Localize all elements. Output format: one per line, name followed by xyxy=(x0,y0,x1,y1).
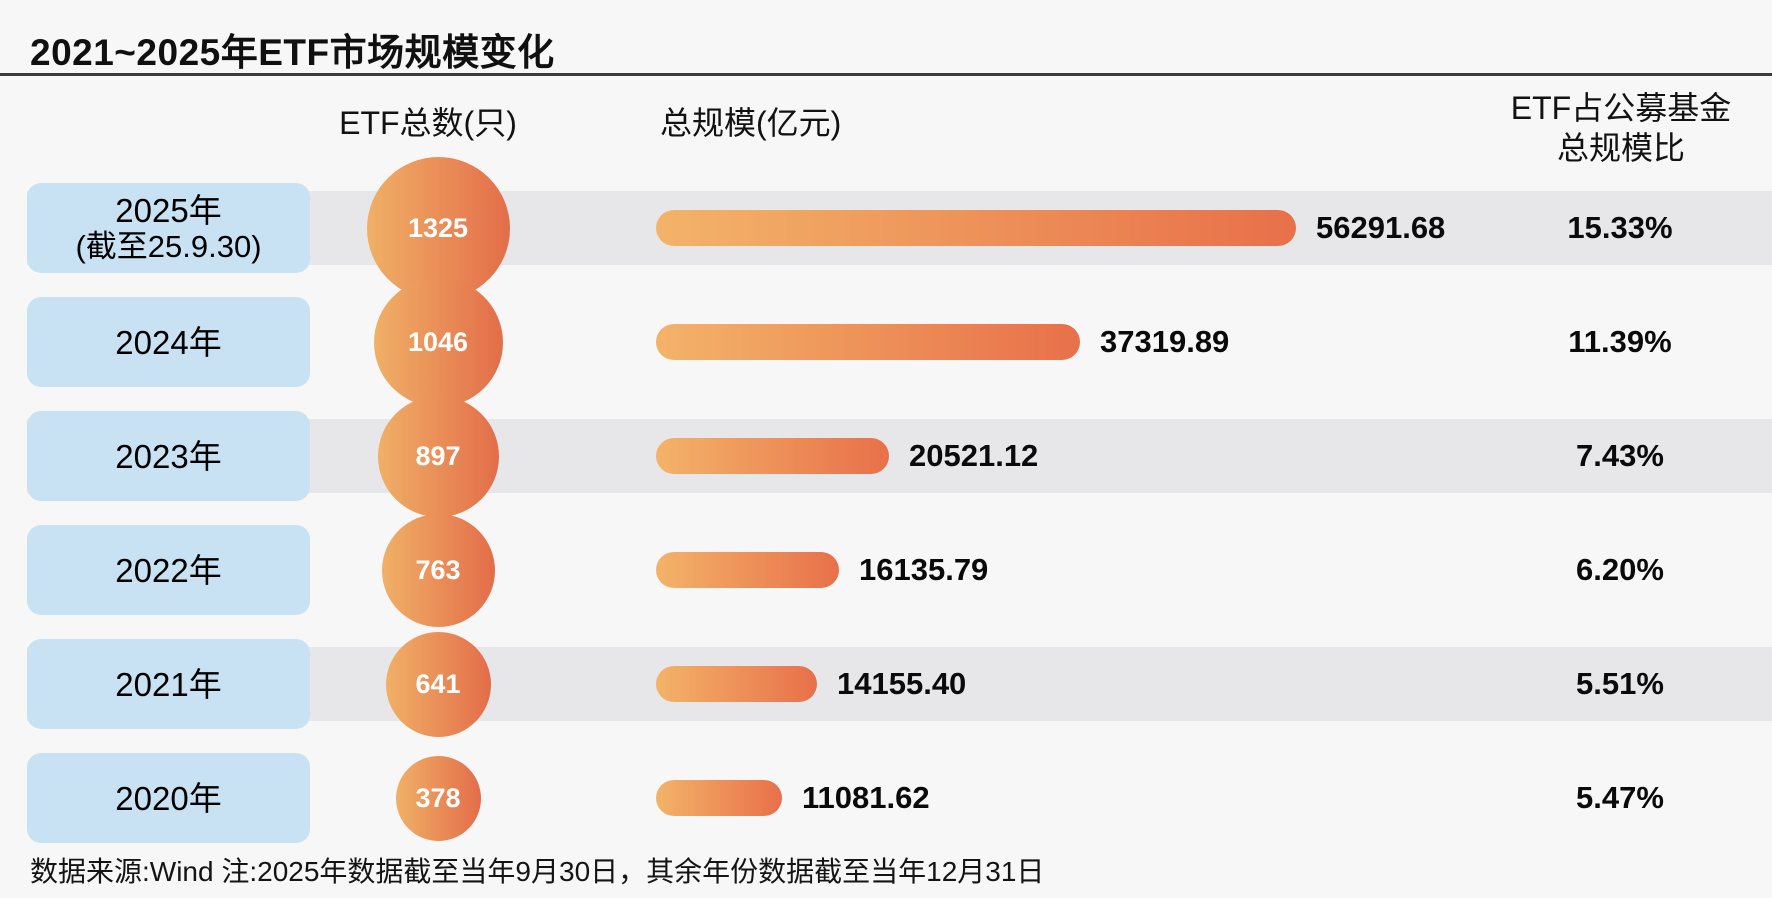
year-label-box: 2022年 xyxy=(27,525,310,615)
etf-count-bubble: 378 xyxy=(395,755,481,841)
total-scale-value: 16135.79 xyxy=(859,552,989,587)
year-label: 2023年 xyxy=(115,437,222,475)
ratio-percent-value: 5.51% xyxy=(1576,666,1664,701)
column-header-ratio: ETF占公募基金 总规模比 xyxy=(1511,88,1731,168)
ratio-percent-value: 11.39% xyxy=(1568,324,1672,359)
ratio-percent-value: 5.47% xyxy=(1576,780,1664,815)
year-label: 2025年 xyxy=(115,192,222,229)
column-header-etf-count: ETF总数(只) xyxy=(339,105,517,141)
year-label-box: 2023年 xyxy=(27,411,310,501)
column-header-ratio-line2: 总规模比 xyxy=(1556,130,1686,166)
title-divider xyxy=(0,73,1772,76)
row-stripe xyxy=(27,647,1772,721)
source-note: 数据来源:Wind 注:2025年数据截至当年9月30日，其余年份数据截至当年1… xyxy=(30,856,1045,887)
etf-count-bubble: 1046 xyxy=(373,277,503,407)
year-label: 2021年 xyxy=(115,665,222,703)
year-label: 2022年 xyxy=(115,551,222,589)
total-scale-value: 20521.12 xyxy=(909,438,1039,473)
ratio-percent-value: 15.33% xyxy=(1567,210,1673,245)
total-scale-bar xyxy=(656,438,889,474)
year-sublabel: (截至25.9.30) xyxy=(75,229,262,264)
ratio-percent-value: 6.20% xyxy=(1576,552,1664,587)
ratio-percent-value: 7.43% xyxy=(1576,438,1664,473)
column-header-ratio-line1: ETF占公募基金 xyxy=(1510,90,1732,126)
total-scale-bar xyxy=(656,666,817,702)
total-scale-bar xyxy=(656,324,1080,360)
total-scale-bar xyxy=(656,780,782,816)
total-scale-value: 14155.40 xyxy=(837,666,967,701)
year-label-box: 2024年 xyxy=(27,297,310,387)
total-scale-value: 37319.89 xyxy=(1100,324,1230,359)
year-label: 2020年 xyxy=(115,779,222,817)
etf-count-bubble: 897 xyxy=(377,395,499,517)
etf-count-bubble: 1325 xyxy=(366,156,510,300)
year-label-box: 2025年 (截至25.9.30) xyxy=(27,183,310,273)
row-stripe xyxy=(27,419,1772,493)
year-label: 2024年 xyxy=(115,323,222,361)
page-title: 2021~2025年ETF市场规模变化 xyxy=(30,32,555,73)
total-scale-bar xyxy=(656,210,1296,246)
total-scale-value: 56291.68 xyxy=(1316,210,1446,245)
etf-count-bubble: 763 xyxy=(381,513,495,627)
etf-count-bubble: 641 xyxy=(385,631,491,737)
year-label-box: 2021年 xyxy=(27,639,310,729)
total-scale-bar xyxy=(656,552,839,588)
year-label-box: 2020年 xyxy=(27,753,310,843)
column-header-total-scale: 总规模(亿元) xyxy=(660,105,842,141)
total-scale-value: 11081.62 xyxy=(802,780,930,815)
